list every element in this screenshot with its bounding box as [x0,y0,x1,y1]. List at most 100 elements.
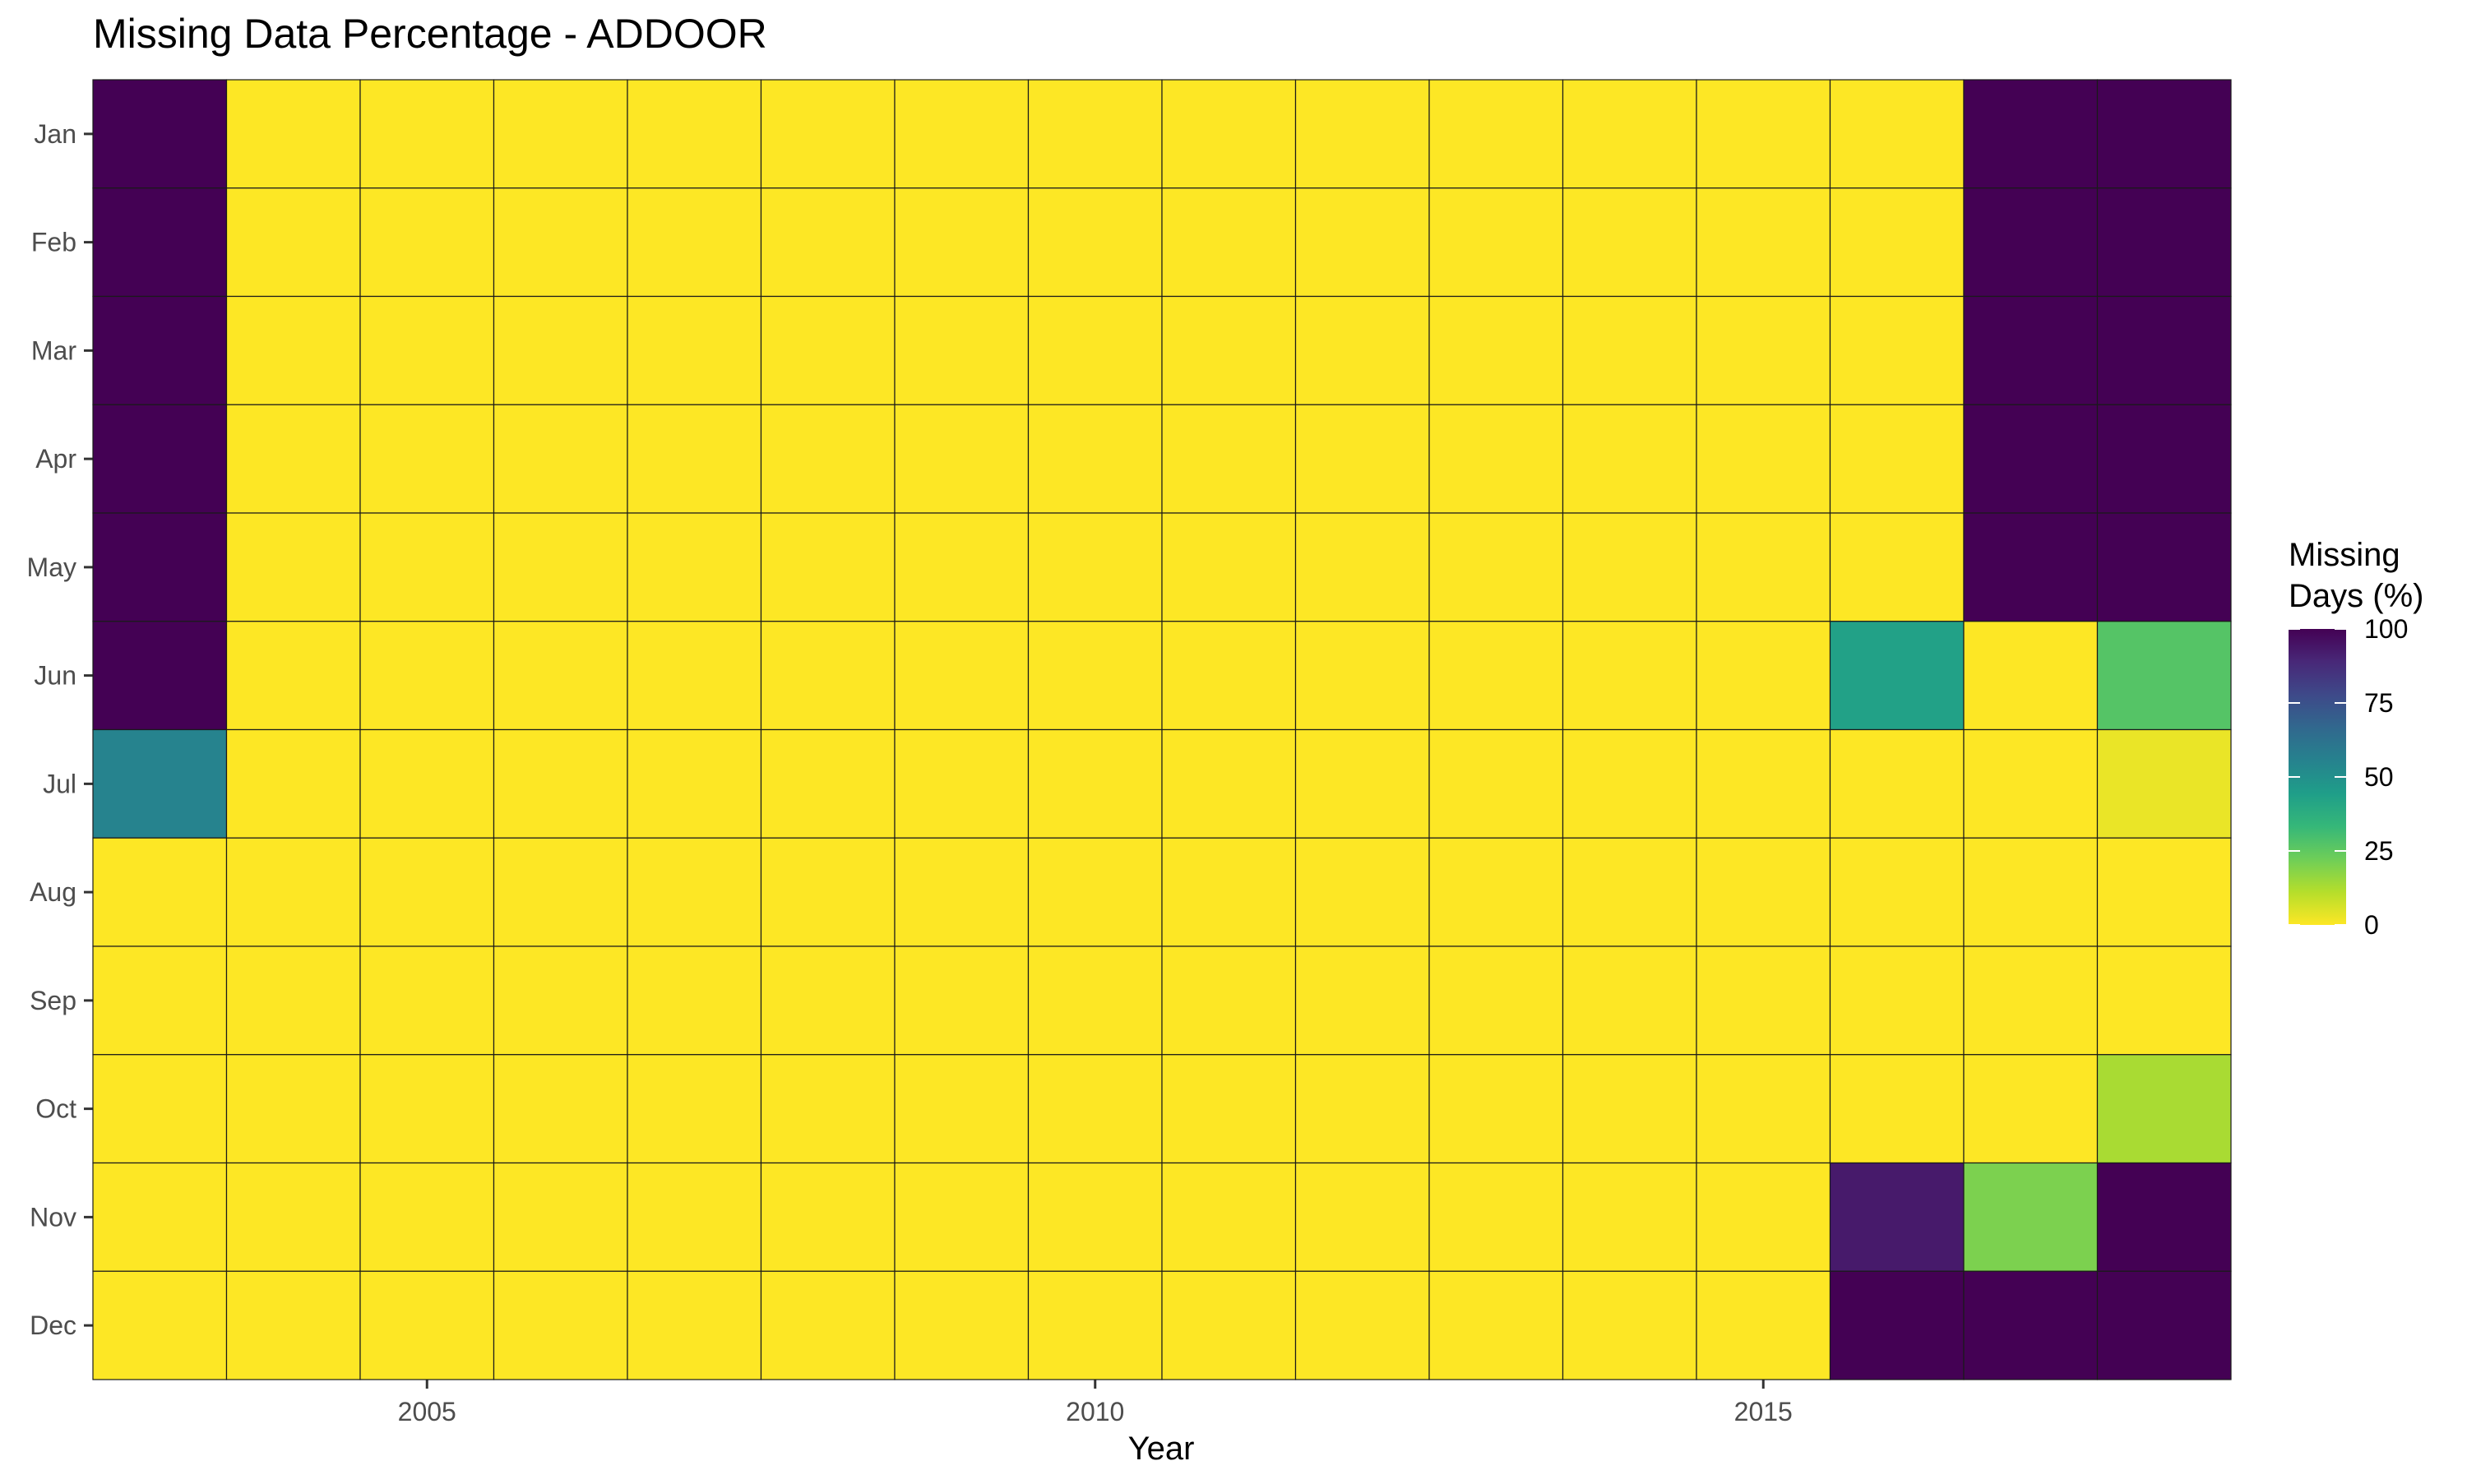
x-axis: 2005 2010 2015 [398,1380,1793,1426]
heatmap-cell [1161,79,1297,189]
heatmap-cell [2096,187,2232,298]
heatmap-cell [1161,728,1297,839]
heatmap-cell [1294,187,1430,298]
heatmap-cell [225,295,361,405]
heatmap-cell [92,79,228,189]
y-tick-label: Aug [30,877,76,907]
legend-title-line-2: Days (%) [2289,578,2423,614]
heatmap-cell [359,621,495,731]
heatmap-cell [1294,404,1430,514]
heatmap-cell [92,295,228,405]
y-tick-label: Jul [43,769,76,798]
y-tick-label: Jan [34,119,76,149]
heatmap-cell [894,187,1030,298]
heatmap-cell [1829,1270,1965,1380]
x-tick-label: 2015 [1734,1397,1793,1426]
heatmap-cell [359,1162,495,1272]
y-tick-label: Feb [31,228,76,257]
heatmap-cell [760,404,896,514]
heatmap-cell [225,1162,361,1272]
heatmap-cell [1562,187,1697,298]
heatmap-cell [1161,512,1297,622]
y-tick-label: Dec [30,1311,76,1340]
heatmap-cell [760,945,896,1056]
heatmap-cell [92,837,228,947]
heatmap-cell [2096,295,2232,405]
heatmap-cell [92,1270,228,1380]
heatmap-cell [1294,1270,1430,1380]
legend-tick-label: 100 [2364,614,2408,644]
heatmap-cell [1562,295,1697,405]
heatmap-cell [1027,945,1163,1056]
heatmap-cell [493,1162,628,1272]
heatmap-cell [760,295,896,405]
heatmap-cell [894,1054,1030,1164]
heatmap-cell [359,512,495,622]
heatmap-cell [1696,837,1831,947]
heatmap-cell [359,728,495,839]
heatmap-cell [1161,945,1297,1056]
heatmap-cell [1161,404,1297,514]
heatmap-cell [1829,79,1965,189]
heatmap-cell [92,404,228,514]
heatmap-cell [1963,621,2099,731]
heatmap-cell [1696,621,1831,731]
heatmap-cell [225,1054,361,1164]
heatmap-cell [359,1270,495,1380]
heatmap-cell [1027,1054,1163,1164]
heatmap-cell [359,79,495,189]
heatmap-cell [1027,1270,1163,1380]
heatmap-cell [760,1270,896,1380]
heatmap-cell [1963,187,2099,298]
heatmap-cell [493,1270,628,1380]
heatmap-cell [894,837,1030,947]
heatmap-cell [1829,1162,1965,1272]
heatmap-cell [493,295,628,405]
heatmap-cell [1696,404,1831,514]
heatmap-cell [493,512,628,622]
heatmap-cell [1428,945,1564,1056]
heatmap-cell [1428,1270,1564,1380]
heatmap-cell [1294,295,1430,405]
heatmap-cell [1829,621,1965,731]
heatmap-cell [92,621,228,731]
heatmap-cell [1161,837,1297,947]
heatmap-cell [359,187,495,298]
heatmap-cell [359,404,495,514]
color-legend: Missing Days (%) 100 75 50 25 0 [2289,537,2423,940]
heatmap-cell [894,728,1030,839]
heatmap-cell [2096,728,2232,839]
heatmap-cell [2096,621,2232,731]
heatmap-cell [1963,728,2099,839]
heatmap-cell [627,187,762,298]
heatmap-cell [894,79,1030,189]
heatmap-cell [1428,837,1564,947]
heatmap-cell [1428,404,1564,514]
heatmap-cell [1562,1162,1697,1272]
heatmap-cell [1829,1054,1965,1164]
heatmap-cell [760,512,896,622]
heatmap-cell [359,837,495,947]
heatmap-cell [1562,404,1697,514]
heatmap-cell [1963,1270,2099,1380]
heatmap-cell [1294,621,1430,731]
y-tick-label: Oct [35,1094,76,1124]
heatmap-cell [1963,512,2099,622]
heatmap-cell [627,728,762,839]
heatmap-cell [1562,945,1697,1056]
heatmap-cell [627,1054,762,1164]
heatmap-cell [1562,79,1697,189]
heatmap-cell [225,404,361,514]
heatmap-cell [2096,512,2232,622]
legend-ticks: 100 75 50 25 0 [2289,614,2408,940]
y-tick-label: Nov [30,1202,76,1232]
heatmap-cell [627,404,762,514]
heatmap-cell [627,945,762,1056]
heatmap-cell [627,295,762,405]
heatmap-cell [92,1054,228,1164]
heatmap-cell [1562,1054,1697,1164]
heatmap-cell [1027,1162,1163,1272]
heatmap-cell [760,621,896,731]
heatmap-cell [225,512,361,622]
